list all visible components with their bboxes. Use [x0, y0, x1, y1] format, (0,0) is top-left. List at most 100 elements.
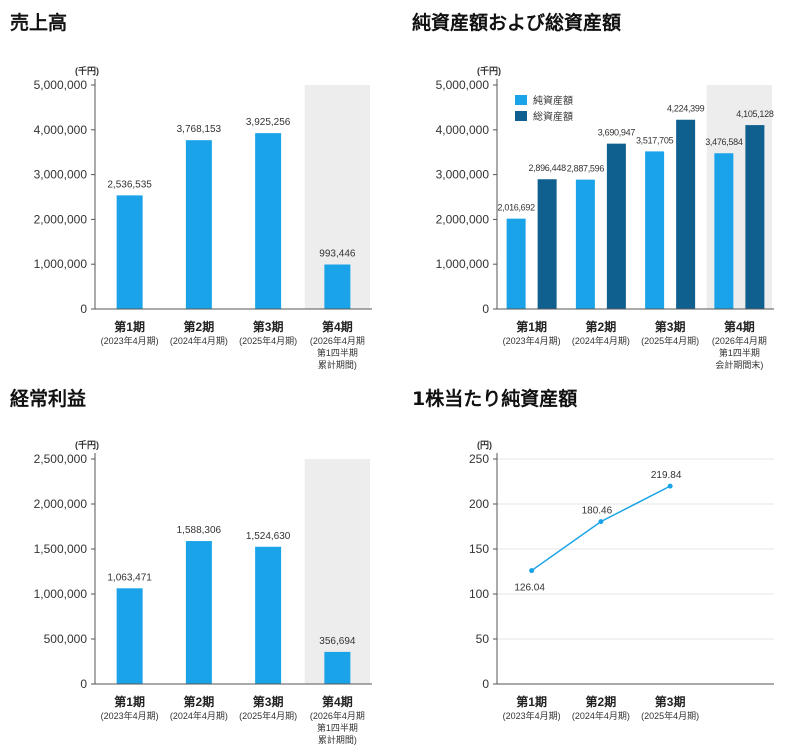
assets-legend-swatch: [515, 95, 527, 105]
sales-category-sublabel: 累計期間): [318, 359, 357, 370]
sales-data-label: 993,446: [319, 248, 356, 259]
sales-data-label: 2,536,535: [107, 179, 152, 190]
sales-bar-1: [116, 195, 143, 309]
profit-bar-3: [255, 546, 282, 684]
bps-ytick-label: 0: [482, 677, 489, 691]
sales-ytick-label: 1,000,000: [34, 257, 88, 271]
profit-ytick-label: 0: [80, 677, 87, 691]
profit-bar-2: [185, 541, 212, 684]
bps-series-line: [531, 485, 671, 572]
profit-data-label: 356,694: [319, 636, 356, 647]
sales-category-label: 第3期: [253, 319, 284, 334]
sales-unit-label: (千円): [75, 65, 99, 76]
bps-chart: (円)250200150100500126.04180.46219.84第1期(…: [469, 440, 774, 721]
ordinary-profit-chart: (千円) 2,500,000 2,000,000 1,500,000 1,000,000…: [34, 439, 372, 745]
sales-bar-2: [185, 140, 212, 309]
profit-ytick-label: 2,000,000: [34, 497, 88, 511]
sales-category-label: 第1期: [114, 319, 145, 334]
assets-data-label: 4,224,399: [667, 104, 705, 114]
sales-chart-title: 売上高: [10, 12, 68, 34]
ordinary-profit-chart-panel: 経常利益 (千円) 2,500,000 2,000,000 1,500,000 1,00…: [10, 384, 390, 753]
profit-bar-1: [116, 588, 143, 684]
assets-category-label: 第2期: [586, 319, 617, 334]
assets-data-label: 3,690,947: [598, 128, 636, 138]
sales-category-label: 第4期: [322, 319, 353, 334]
bps-category-label: 第1期: [516, 694, 547, 709]
profit-ytick-label: 1,000,000: [34, 587, 88, 601]
bps-ytick-label: 50: [476, 632, 490, 646]
assets-ytick-label: 2,000,000: [436, 212, 490, 226]
assets-ytick-label: 3,000,000: [436, 168, 490, 182]
bps-chart-panel: 1株当たり純資産額 (円) 250 200 150 100 50 0 126.04 180.46…: [412, 384, 792, 753]
assets-category-sublabel: 会計期間末): [715, 359, 763, 370]
bps-ytick-label: 200: [469, 497, 489, 511]
assets-ytick-label: 5,000,000: [436, 78, 490, 92]
profit-data-label: 1,524,630: [246, 531, 291, 542]
profit-category-label: 第4期: [322, 694, 353, 709]
bps-point-2: [598, 519, 604, 525]
profit-ytick-label: 2,500,000: [34, 452, 88, 466]
sales-category-label: 第2期: [184, 319, 215, 334]
bps-category-label: 第2期: [586, 694, 617, 709]
profit-ytick-label: 500,000: [44, 632, 88, 646]
profit-ytick-label: 1,500,000: [34, 542, 88, 556]
profit-data-label: 1,588,306: [177, 525, 222, 536]
assets-legend-label: 純資産額: [533, 94, 573, 107]
assets-bar-total-2: [606, 143, 626, 309]
assets-data-label: 3,517,705: [636, 135, 674, 145]
net-total-assets-chart-panel: 純資産額および総資産額 (千円) 5,000,000 4,000,000 3,000,…: [412, 8, 792, 378]
profit-shaded-period: [304, 459, 370, 684]
profit-category-sublabel: (2023年4月期): [101, 710, 159, 721]
assets-data-label: 2,896,448: [528, 163, 566, 173]
profit-category-sublabel: (2026年4月期: [310, 710, 365, 721]
assets-category-sublabel: (2025年4月期): [641, 335, 699, 346]
assets-category-sublabel: 第1四半期: [719, 347, 760, 358]
profit-category-label: 第1期: [114, 694, 145, 709]
profit-category-label: 第2期: [184, 694, 215, 709]
sales-chart-panel: 売上高 (千円) 5,000,000 4,000,000 3,000,000 2,000…: [10, 8, 390, 378]
assets-ytick-label: 4,000,000: [436, 123, 490, 137]
sales-ytick-label: 2,000,000: [34, 212, 88, 226]
sales-ytick-label: 4,000,000: [34, 123, 88, 137]
assets-category-sublabel: (2026年4月期: [712, 335, 767, 346]
profit-category-sublabel: 第1四半期: [317, 722, 358, 733]
assets-bar-net-2: [575, 179, 595, 309]
profit-category-label: 第3期: [253, 694, 284, 709]
profit-bar-4: [324, 651, 351, 684]
sales-category-sublabel: (2025年4月期): [239, 335, 297, 346]
sales-category-sublabel: (2026年4月期: [310, 335, 365, 346]
bps-data-label: 219.84: [651, 470, 682, 481]
assets-bar-net-1: [506, 218, 526, 309]
sales-ytick-label: 3,000,000: [34, 168, 88, 182]
assets-legend-swatch: [515, 111, 527, 121]
assets-category-label: 第4期: [724, 319, 755, 334]
bps-category-label: 第3期: [655, 694, 686, 709]
sales-category-sublabel: (2023年4月期): [101, 335, 159, 346]
bps-ytick-label: 250: [469, 452, 489, 466]
sales-ytick-label: 0: [80, 302, 87, 316]
net-total-assets-chart-title: 純資産額および総資産額: [412, 12, 622, 34]
assets-bar-net-4: [714, 153, 734, 309]
assets-data-label: 2,016,692: [497, 203, 535, 213]
assets-legend-label: 総資産額: [533, 110, 573, 123]
assets-data-label: 3,476,584: [705, 137, 743, 147]
assets-category-sublabel: (2023年4月期): [503, 335, 561, 346]
profit-data-label: 1,063,471: [107, 572, 152, 583]
assets-unit-label: (千円): [477, 65, 501, 76]
sales-category-sublabel: 第1四半期: [317, 347, 358, 358]
sales-data-label: 3,925,256: [246, 117, 291, 128]
assets-bar-total-3: [676, 119, 696, 310]
assets-data-label: 4,105,128: [736, 109, 774, 119]
bps-chart-title: 1株当たり純資産額: [412, 388, 578, 410]
profit-category-sublabel: (2024年4月期): [170, 710, 228, 721]
ordinary-profit-chart-title: 経常利益: [10, 388, 87, 410]
bps-data-label: 180.46: [582, 506, 613, 517]
sales-ytick-label: 5,000,000: [34, 78, 88, 92]
assets-bar-total-1: [537, 179, 557, 309]
profit-category-sublabel: (2025年4月期): [239, 710, 297, 721]
bps-category-sublabel: (2024年4月期): [572, 710, 630, 721]
assets-data-label: 2,887,596: [567, 164, 605, 174]
assets-category-sublabel: (2024年4月期): [572, 335, 630, 346]
assets-category-label: 第3期: [655, 319, 686, 334]
assets-bar-total-4: [745, 125, 765, 309]
